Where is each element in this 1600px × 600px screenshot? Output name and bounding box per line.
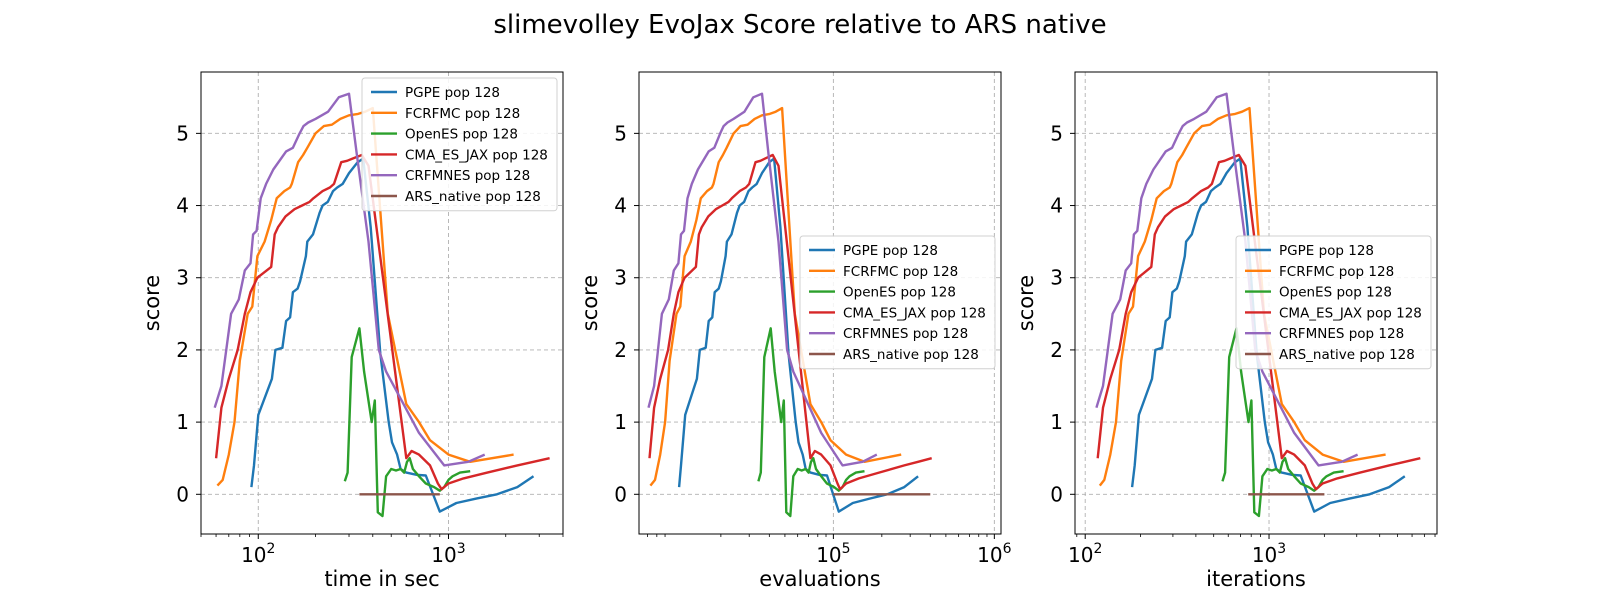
- legend: PGPE pop 128 FCRFMC pop 128 OpenES pop 128…: [1235, 235, 1432, 370]
- y-axis-label: score: [1014, 275, 1038, 331]
- chart-title: slimevolley EvoJax Score relative to ARS…: [493, 10, 1106, 40]
- legend-entry: PGPE pop 128: [1279, 243, 1374, 259]
- legend-entry: CMA_ES_JAX pop 128: [1279, 305, 1422, 321]
- x-axis-label: evaluations: [759, 567, 880, 591]
- y-tick-label: 1: [614, 410, 627, 434]
- series-line-fcrfmc: [216, 106, 514, 487]
- legend-entry: ARS_native pop 128: [843, 347, 979, 363]
- y-tick-label: 0: [1050, 482, 1063, 506]
- legend-box: [799, 235, 996, 370]
- x-tick-exponent: 2: [1093, 541, 1102, 557]
- x-tick-label: 102: [241, 541, 275, 567]
- y-tick-label: 0: [614, 482, 627, 506]
- x-tick-label: 105: [816, 541, 850, 567]
- x-tick-label: 106: [977, 541, 1011, 567]
- series-line-crfmnes: [647, 92, 878, 467]
- series-line-pgpe: [250, 157, 535, 513]
- legend-entry: CMA_ES_JAX pop 128: [405, 147, 548, 163]
- y-tick-label: 4: [1050, 194, 1063, 218]
- legend-entry: PGPE pop 128: [405, 85, 500, 101]
- legend-entry: ARS_native pop 128: [405, 189, 541, 205]
- y-tick-label: 3: [1050, 266, 1063, 290]
- x-tick-exponent: 5: [842, 541, 851, 557]
- series-line-fcrfmc: [1098, 106, 1386, 487]
- x-tick-base: 10: [241, 543, 266, 567]
- y-axis-label: score: [140, 275, 164, 331]
- legend-box: [361, 77, 558, 212]
- axes-frame: [1074, 71, 1438, 535]
- legend-entry: FCRFMC pop 128: [405, 106, 520, 122]
- series-group: [213, 92, 550, 518]
- series-line-fcrfmc: [649, 106, 902, 487]
- y-tick-label: 4: [176, 194, 189, 218]
- y-tick-label: 0: [176, 482, 189, 506]
- legend: PGPE pop 128 FCRFMC pop 128 OpenES pop 128…: [361, 77, 558, 212]
- legend-entry: OpenES pop 128: [1279, 285, 1392, 301]
- legend-box: [1235, 235, 1432, 370]
- x-tick-label: 103: [1252, 541, 1286, 567]
- series-line-pgpe: [677, 157, 919, 513]
- x-tick-base: 10: [1068, 543, 1093, 567]
- y-tick-label: 2: [614, 338, 627, 362]
- y-tick-label: 3: [614, 266, 627, 290]
- y-tick-label: 5: [1050, 121, 1063, 145]
- y-tick-label: 1: [176, 410, 189, 434]
- y-tick-label: 4: [614, 194, 627, 218]
- x-tick-label: 102: [1068, 541, 1102, 567]
- legend-entry: CRFMNES pop 128: [843, 326, 968, 342]
- series-group: [647, 92, 933, 518]
- x-tick-exponent: 3: [1277, 541, 1286, 557]
- x-tick-exponent: 3: [457, 541, 466, 557]
- series-line-crfmnes: [213, 92, 486, 467]
- y-tick-label: 3: [176, 266, 189, 290]
- axes-frame: [200, 71, 564, 535]
- x-tick-base: 10: [816, 543, 841, 567]
- series-line-cma-es-jax: [214, 153, 550, 491]
- y-axis-label: score: [578, 275, 602, 331]
- x-axis-label: iterations: [1206, 567, 1306, 591]
- legend-entry: CRFMNES pop 128: [405, 168, 530, 184]
- legend: PGPE pop 128 FCRFMC pop 128 OpenES pop 128…: [799, 235, 996, 370]
- series-line-cma-es-jax: [648, 153, 933, 491]
- legend-entry: OpenES pop 128: [843, 285, 956, 301]
- axes-frame: [638, 71, 1002, 535]
- series-line-pgpe: [1130, 157, 1406, 513]
- x-tick-base: 10: [1252, 543, 1277, 567]
- legend-entry: FCRFMC pop 128: [1279, 264, 1394, 280]
- y-tick-label: 2: [1050, 338, 1063, 362]
- x-tick-base: 10: [431, 543, 456, 567]
- legend-entry: CMA_ES_JAX pop 128: [843, 305, 986, 321]
- x-tick-label: 103: [431, 541, 465, 567]
- x-tick-exponent: 2: [267, 541, 276, 557]
- y-tick-label: 2: [176, 338, 189, 362]
- legend-entry: FCRFMC pop 128: [843, 264, 958, 280]
- legend-entry: OpenES pop 128: [405, 127, 518, 143]
- y-tick-label: 5: [614, 121, 627, 145]
- x-axis-label: time in sec: [324, 567, 439, 591]
- x-tick-base: 10: [977, 543, 1002, 567]
- legend-entry: ARS_native pop 128: [1279, 347, 1415, 363]
- legend-entry: PGPE pop 128: [843, 243, 938, 259]
- legend-entry: CRFMNES pop 128: [1279, 326, 1404, 342]
- x-tick-exponent: 6: [1003, 541, 1012, 557]
- y-tick-label: 1: [1050, 410, 1063, 434]
- series-line-cma-es-jax: [1096, 153, 1421, 491]
- y-tick-label: 5: [176, 121, 189, 145]
